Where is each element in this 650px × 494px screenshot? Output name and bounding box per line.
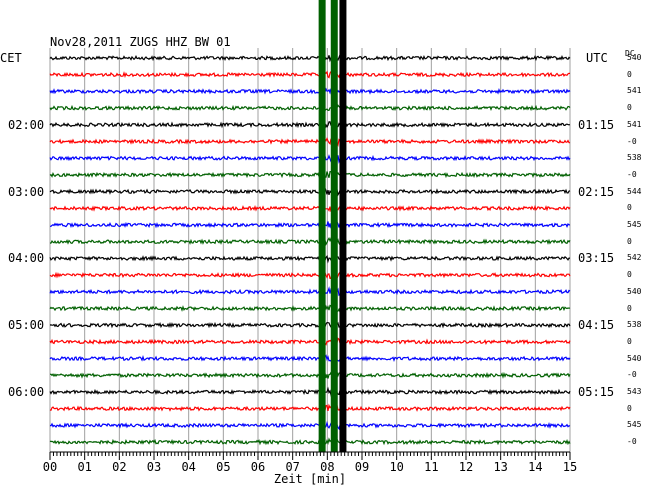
trace-line xyxy=(49,70,570,80)
left-time-label: 05:00 xyxy=(8,318,45,333)
left-time-label: 03:00 xyxy=(8,184,45,199)
trace-line xyxy=(49,286,571,297)
dc-value: 541 xyxy=(627,86,642,96)
left-time-label: 04:00 xyxy=(8,251,45,266)
dc-value: 540 xyxy=(627,286,642,296)
dc-label: DC xyxy=(625,49,635,58)
dc-value: -0 xyxy=(627,370,637,380)
trace-line xyxy=(49,403,571,413)
x-tick-label: 07 xyxy=(285,460,299,474)
trace-line xyxy=(49,153,571,164)
trace-line xyxy=(49,170,571,180)
x-axis-label: Zeit [min] xyxy=(274,472,346,486)
right-time-label: 02:15 xyxy=(578,184,615,199)
dc-value: 0 xyxy=(627,403,632,413)
chart-title: Nov28,2011 ZUGS HHZ BW 01 xyxy=(50,35,231,49)
trace-line xyxy=(49,121,571,130)
trace-line xyxy=(49,186,571,197)
trace-line xyxy=(49,53,571,63)
dc-value: 545 xyxy=(627,220,642,229)
trace-line xyxy=(49,420,571,431)
right-time-label: 05:15 xyxy=(578,385,615,399)
trace-line xyxy=(49,86,571,95)
right-time-label: 01:15 xyxy=(578,117,615,132)
x-axis: 00 01 02 03 04 05 06 07 08 09 10 11 12 13 14 15 Zeit [mi… xyxy=(43,451,577,486)
trace-line xyxy=(49,337,571,347)
x-tick-label: 03 xyxy=(147,460,161,474)
traces xyxy=(49,53,571,447)
dc-value: 0 xyxy=(627,270,632,280)
trace-line xyxy=(49,236,571,248)
dc-value: 0 xyxy=(627,336,632,346)
x-tick-label: 08 xyxy=(320,460,334,474)
dc-value: 0 xyxy=(627,236,632,246)
trace-line xyxy=(49,437,571,447)
left-timezone-label: CET xyxy=(0,51,22,65)
trace-line xyxy=(49,386,571,397)
dc-value: 538 xyxy=(627,320,642,330)
dc-value: 0 xyxy=(627,69,632,79)
dc-value: 0 xyxy=(627,103,632,113)
x-tick-label: 14 xyxy=(528,460,542,474)
left-time-label: 02:00 xyxy=(8,117,45,132)
dc-value: 543 xyxy=(627,387,642,396)
x-tick-label: 15 xyxy=(563,460,577,474)
trace-line xyxy=(49,137,571,148)
x-tick-label: 11 xyxy=(424,460,438,474)
trace-line xyxy=(50,219,571,230)
grid xyxy=(49,48,571,452)
x-tick-label: 05 xyxy=(216,460,230,474)
trace-line xyxy=(49,320,571,330)
right-time-label: 04:15 xyxy=(578,318,615,333)
dc-value: 542 xyxy=(627,253,642,263)
trace-line xyxy=(49,303,571,315)
dc-value: -0 xyxy=(627,169,637,179)
dc-value: 541 xyxy=(627,119,642,129)
dc-value: 0 xyxy=(627,203,632,213)
x-tick-label: 04 xyxy=(181,460,195,474)
x-tick-label: 09 xyxy=(355,460,369,474)
dc-value: -0 xyxy=(627,437,637,447)
trace-line xyxy=(49,253,570,264)
trace-line xyxy=(49,270,571,281)
dc-value: -0 xyxy=(627,136,637,146)
trace-line xyxy=(49,203,571,213)
trace-line xyxy=(49,370,571,380)
right-time-label: 03:15 xyxy=(578,251,615,266)
trace-line xyxy=(49,354,571,364)
x-tick-label: 10 xyxy=(389,460,403,474)
x-tick-label: 13 xyxy=(493,460,507,474)
x-tick-label: 06 xyxy=(251,460,265,474)
dc-value: 540 xyxy=(627,353,642,363)
dc-value: 545 xyxy=(627,420,642,430)
event-overlay xyxy=(318,0,347,452)
x-tick-label: 12 xyxy=(459,460,473,474)
dc-value: 0 xyxy=(627,303,632,313)
right-timezone-label: UTC xyxy=(586,51,608,65)
dc-value: 540 xyxy=(627,53,642,62)
left-time-label: 06:00 xyxy=(8,385,45,399)
trace-line xyxy=(49,104,571,113)
dc-value: 538 xyxy=(627,153,642,163)
x-tick-label: 01 xyxy=(77,460,91,474)
dc-value: 544 xyxy=(627,186,642,196)
x-tick-label: 02 xyxy=(112,460,126,474)
x-tick-label: 00 xyxy=(43,460,57,474)
